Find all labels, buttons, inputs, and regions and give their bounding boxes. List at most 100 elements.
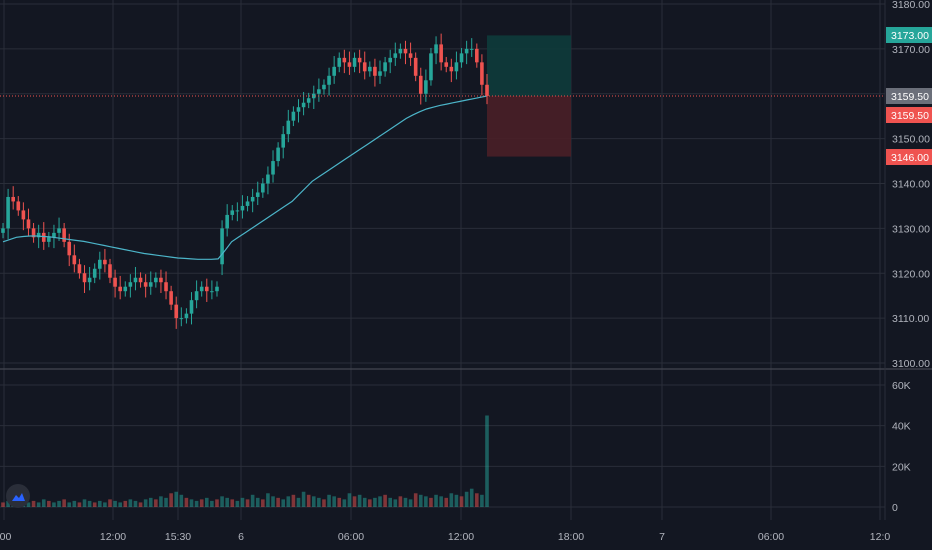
ma-line bbox=[2, 95, 488, 260]
volume-bar bbox=[485, 415, 489, 507]
candle-body bbox=[322, 84, 326, 90]
candle-body bbox=[204, 286, 209, 292]
candle-body bbox=[286, 120, 291, 135]
volume-bar bbox=[113, 500, 117, 507]
candle-body bbox=[454, 62, 459, 72]
candle-body bbox=[184, 313, 189, 319]
volume-bar bbox=[255, 497, 260, 507]
candle-body bbox=[413, 57, 418, 76]
volume-bar bbox=[337, 497, 342, 507]
candle-body bbox=[276, 147, 280, 162]
volume-bar bbox=[87, 500, 92, 507]
candle-body bbox=[6, 196, 10, 229]
volume-bar bbox=[480, 494, 484, 507]
time-tick-label: 12:0 bbox=[870, 531, 891, 543]
volume-bar bbox=[199, 499, 204, 507]
time-tick-label: 12:00 bbox=[100, 531, 126, 543]
volume-bar bbox=[317, 497, 321, 507]
price-tick-label: 3120.00 bbox=[892, 268, 930, 280]
volume-bar bbox=[225, 497, 229, 507]
candle-body bbox=[220, 228, 224, 265]
candle-body bbox=[429, 53, 433, 81]
price-tags: 3173.00 3159.50 3159.50 3146.00 bbox=[886, 27, 932, 165]
volume-bar bbox=[118, 502, 122, 507]
volume-bar bbox=[245, 499, 250, 507]
volume-bar bbox=[215, 499, 219, 507]
candle-body bbox=[475, 48, 479, 63]
time-tick-label: 6 bbox=[238, 531, 244, 543]
candle-body bbox=[16, 201, 21, 211]
volume-bar bbox=[449, 493, 454, 507]
volume-bar bbox=[393, 499, 398, 507]
candle-body bbox=[98, 259, 102, 269]
candle-body bbox=[459, 53, 464, 63]
cloud-icon bbox=[12, 493, 25, 501]
candle-body bbox=[62, 228, 66, 242]
time-tick-label: 06:00 bbox=[338, 531, 364, 543]
volume-bar bbox=[291, 494, 296, 507]
volume-bar bbox=[240, 497, 245, 507]
candle-body bbox=[225, 214, 229, 229]
candle-body bbox=[362, 62, 367, 72]
time-tick-label: 7 bbox=[659, 531, 665, 543]
candle-body bbox=[240, 205, 245, 211]
volume-bar bbox=[306, 494, 311, 507]
candle-body bbox=[368, 66, 372, 72]
volume-bar bbox=[138, 502, 143, 507]
candle-body bbox=[444, 62, 449, 67]
volume-bar bbox=[301, 491, 306, 507]
volume-bar bbox=[31, 500, 36, 507]
volume-bar bbox=[286, 496, 291, 507]
volume-bar bbox=[352, 496, 357, 507]
volume-bar bbox=[210, 500, 214, 507]
price-tick-label: 3150.00 bbox=[892, 134, 930, 146]
volume-bars bbox=[1, 415, 489, 507]
volume-bar bbox=[454, 494, 459, 507]
candle-body bbox=[194, 291, 199, 301]
chart-grid bbox=[0, 0, 932, 520]
volume-bar bbox=[133, 500, 138, 507]
price-tick-label: 3170.00 bbox=[892, 44, 930, 56]
candle-body bbox=[408, 53, 413, 58]
volume-bar bbox=[383, 494, 387, 507]
candle-body bbox=[154, 277, 158, 283]
candle-body bbox=[480, 62, 484, 85]
volume-bar bbox=[62, 499, 66, 507]
candle-body bbox=[11, 196, 15, 202]
volume-bar bbox=[154, 499, 158, 507]
volume-bar bbox=[464, 491, 469, 507]
candle-body bbox=[230, 210, 235, 215]
candle-body bbox=[1, 228, 5, 233]
candle-body bbox=[47, 237, 51, 242]
candle-body bbox=[393, 53, 398, 58]
volume-bar bbox=[459, 496, 464, 507]
time-tick-label: :00 bbox=[0, 531, 11, 543]
candle-body bbox=[485, 84, 489, 96]
volume-tick-label: 20K bbox=[892, 461, 911, 473]
volume-bar bbox=[388, 497, 392, 507]
stop-price-tag: 3146.00 bbox=[891, 152, 929, 164]
candle-body bbox=[261, 183, 265, 193]
volume-bar bbox=[281, 499, 286, 507]
position-zones bbox=[487, 35, 571, 157]
volume-bar bbox=[398, 496, 403, 507]
time-tick-label: 18:00 bbox=[558, 531, 584, 543]
candle-body bbox=[41, 232, 46, 242]
volume-bar bbox=[103, 502, 107, 507]
volume-bar bbox=[220, 496, 224, 507]
volume-bar bbox=[271, 496, 275, 507]
candle-body bbox=[464, 48, 469, 54]
candle-body bbox=[347, 62, 352, 67]
candle-body bbox=[424, 80, 428, 94]
candle-body bbox=[398, 48, 403, 54]
candle-body bbox=[403, 48, 408, 54]
candle-body bbox=[169, 291, 173, 305]
candle-body bbox=[327, 75, 331, 85]
volume-bar bbox=[204, 497, 209, 507]
volume-bar bbox=[362, 497, 367, 507]
candle-body bbox=[164, 282, 168, 292]
candle-body bbox=[148, 282, 153, 287]
volume-bar bbox=[82, 499, 87, 507]
